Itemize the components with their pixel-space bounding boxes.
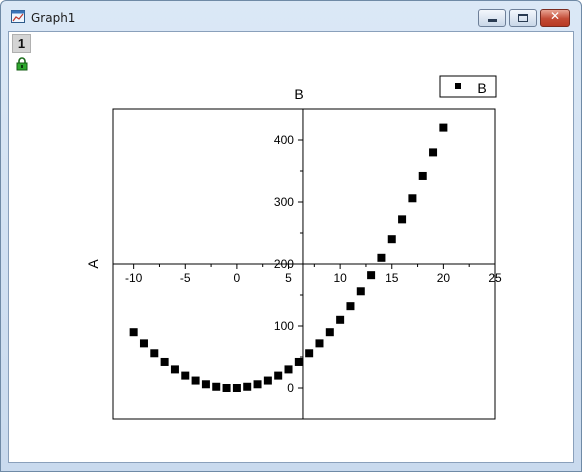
data-point bbox=[201, 380, 210, 389]
data-point bbox=[325, 328, 334, 337]
data-point bbox=[181, 371, 190, 380]
data-point bbox=[191, 376, 200, 385]
data-point bbox=[408, 194, 417, 203]
window-title: Graph1 bbox=[31, 11, 76, 25]
x-tick-label: -10 bbox=[125, 271, 143, 285]
legend-marker bbox=[455, 83, 461, 89]
legend[interactable]: B bbox=[439, 75, 497, 98]
minimize-button[interactable] bbox=[478, 9, 506, 27]
y-tick-label: 200 bbox=[274, 257, 294, 271]
graph-window-icon bbox=[11, 10, 25, 23]
data-point bbox=[429, 148, 438, 157]
minimize-icon bbox=[488, 19, 497, 22]
x-tick-label: 0 bbox=[234, 271, 241, 285]
y-tick-label: 400 bbox=[274, 133, 294, 147]
data-point bbox=[305, 349, 314, 358]
data-point bbox=[356, 287, 365, 296]
graph-page[interactable]: 1 B A B -10 -5 0 5 10 15 20 25 0 100 200 300 400 bbox=[8, 31, 574, 463]
data-point bbox=[150, 349, 159, 358]
legend-label: B bbox=[477, 80, 486, 96]
data-point bbox=[129, 328, 138, 337]
x-tick-label: 20 bbox=[437, 271, 451, 285]
maximize-button[interactable] bbox=[509, 9, 537, 27]
top-axis-title[interactable]: B bbox=[294, 86, 303, 102]
data-point bbox=[294, 357, 303, 366]
data-point bbox=[160, 357, 169, 366]
data-point bbox=[253, 380, 262, 389]
data-point bbox=[346, 302, 355, 311]
legend-box bbox=[439, 75, 497, 98]
y-axis-title[interactable]: A bbox=[85, 259, 101, 269]
data-point bbox=[263, 376, 272, 385]
data-point bbox=[439, 123, 448, 132]
data-point bbox=[243, 382, 252, 391]
layer-tab-1[interactable]: 1 bbox=[12, 34, 31, 53]
maximize-icon bbox=[518, 14, 528, 22]
data-point bbox=[367, 271, 376, 280]
data-point bbox=[377, 253, 386, 262]
data-point bbox=[284, 365, 293, 374]
x-tick-label: 5 bbox=[285, 271, 292, 285]
data-point bbox=[387, 235, 396, 244]
data-point bbox=[232, 384, 241, 392]
data-point bbox=[336, 315, 345, 324]
data-point bbox=[212, 382, 221, 391]
data-point bbox=[418, 171, 427, 180]
x-tick-label: -5 bbox=[180, 271, 191, 285]
data-point bbox=[315, 339, 324, 348]
data-point bbox=[398, 215, 407, 224]
data-point bbox=[139, 339, 148, 348]
y-tick-label: 100 bbox=[274, 319, 294, 333]
close-icon: ✕ bbox=[549, 9, 561, 23]
y-tick-label: 0 bbox=[287, 381, 294, 395]
x-tick-label: 10 bbox=[333, 271, 347, 285]
chart[interactable]: B A B -10 -5 0 5 10 15 20 25 0 100 200 300 400 bbox=[9, 32, 575, 464]
x-tick-label: 25 bbox=[488, 271, 502, 285]
y-tick-label: 300 bbox=[274, 195, 294, 209]
data-point bbox=[222, 384, 231, 392]
data-point bbox=[274, 371, 283, 380]
title-bar[interactable]: Graph1 ✕ bbox=[1, 1, 581, 31]
close-button[interactable]: ✕ bbox=[540, 9, 570, 27]
lock-icon[interactable] bbox=[15, 57, 29, 71]
x-tick-label: 15 bbox=[385, 271, 399, 285]
data-point bbox=[170, 365, 179, 374]
